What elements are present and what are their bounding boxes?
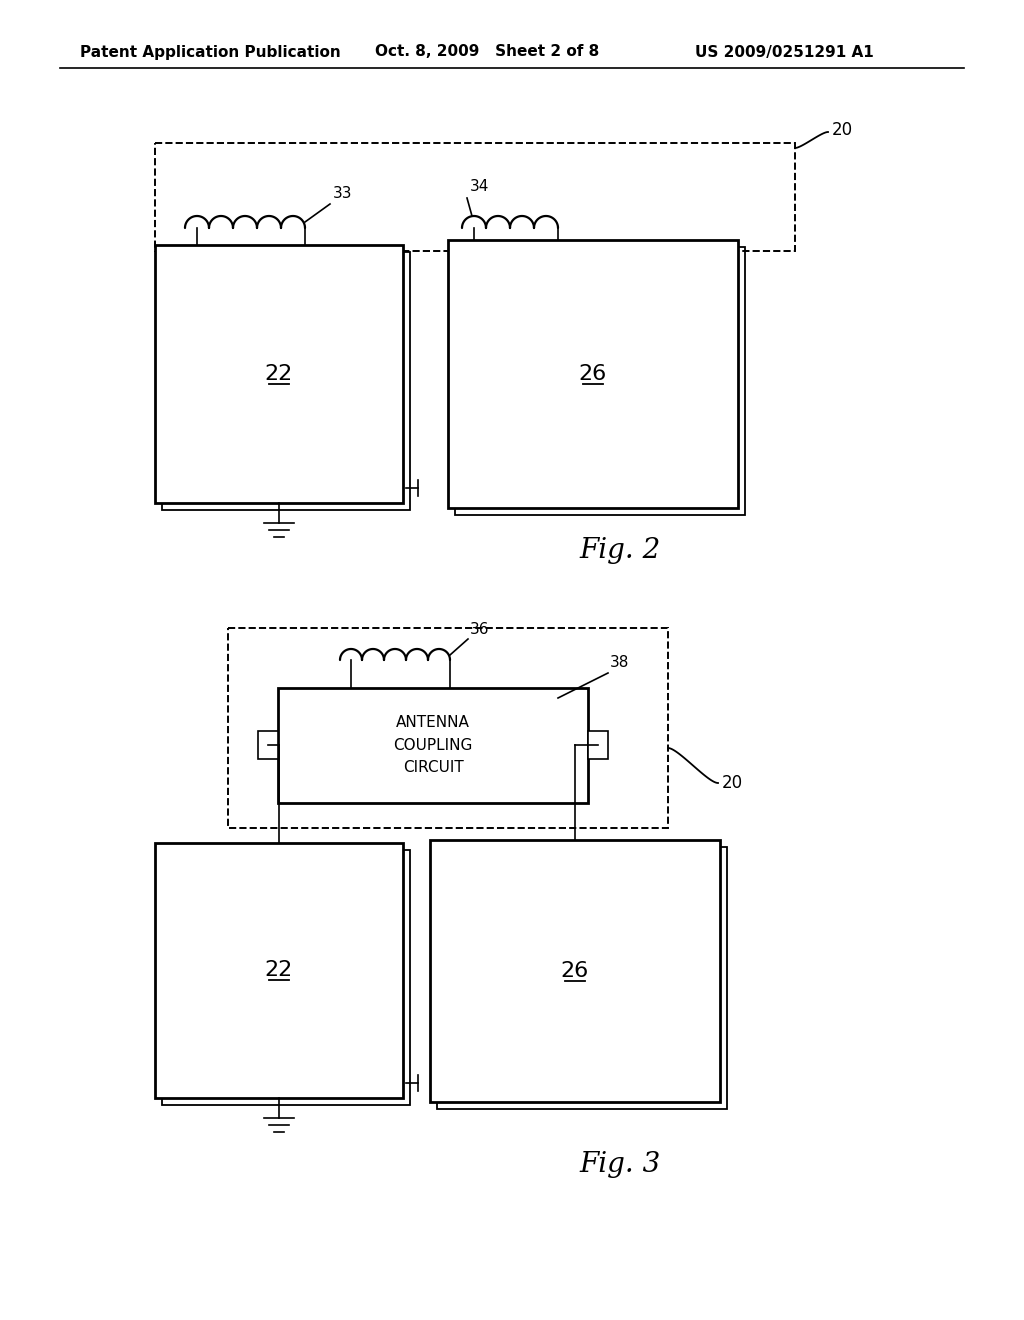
Text: ANTENNA
COUPLING
CIRCUIT: ANTENNA COUPLING CIRCUIT — [393, 715, 473, 775]
Bar — [449, 240, 738, 508]
Text: Fig. 2: Fig. 2 — [580, 536, 660, 564]
Text: 38: 38 — [610, 655, 630, 671]
Bar — [437, 847, 727, 1109]
Text: 36: 36 — [470, 622, 489, 638]
Bar — [162, 252, 410, 510]
Bar — [162, 850, 410, 1105]
Text: 22: 22 — [265, 364, 293, 384]
Text: US 2009/0251291 A1: US 2009/0251291 A1 — [695, 45, 873, 59]
Text: Fig. 3: Fig. 3 — [580, 1151, 660, 1179]
Bar — [455, 247, 745, 515]
Bar — [588, 731, 608, 759]
Bar — [155, 143, 795, 251]
Text: 34: 34 — [470, 180, 489, 194]
Bar — [155, 843, 403, 1098]
Bar — [228, 628, 668, 828]
Bar — [258, 731, 278, 759]
Text: 26: 26 — [579, 364, 607, 384]
Text: 33: 33 — [333, 186, 352, 201]
Text: 26: 26 — [561, 961, 589, 981]
Bar — [278, 688, 588, 803]
Bar — [155, 246, 403, 503]
Text: 22: 22 — [265, 960, 293, 979]
Text: Oct. 8, 2009   Sheet 2 of 8: Oct. 8, 2009 Sheet 2 of 8 — [375, 45, 599, 59]
Text: Patent Application Publication: Patent Application Publication — [80, 45, 341, 59]
Text: 20: 20 — [722, 774, 743, 792]
Text: 20: 20 — [831, 121, 853, 139]
Bar — [430, 840, 720, 1102]
